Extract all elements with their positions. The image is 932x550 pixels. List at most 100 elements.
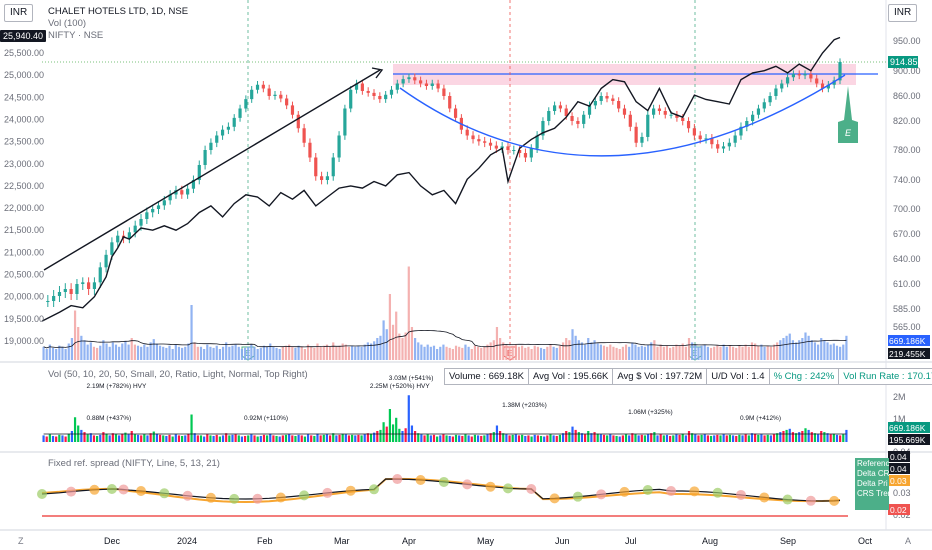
vol-tag-2: 219.455K (889, 349, 926, 359)
volume-bar (687, 338, 691, 360)
volume-bar (584, 344, 587, 360)
volume-bar (448, 347, 451, 360)
ratio-bar (206, 434, 209, 442)
spread-dot (549, 493, 560, 504)
volume-bar (209, 346, 212, 360)
volume-bar (344, 344, 347, 360)
ratio-bar (527, 435, 530, 442)
spread-dot (89, 484, 100, 495)
ratio-bar (250, 434, 253, 442)
candle-body (518, 150, 522, 153)
vol-annotation: 0.88M (+437%) (87, 415, 132, 422)
volume-bar (476, 346, 480, 360)
ref-line-2: Delta CR (857, 469, 889, 478)
volume-bar (763, 346, 766, 360)
ratio-bar (363, 434, 366, 442)
x-tick-label: Jun (555, 536, 570, 546)
spread-dot (596, 489, 607, 500)
left-price-tag: 25,940.40 (0, 30, 47, 42)
volume-bar (618, 349, 621, 360)
volume-bar (517, 346, 521, 360)
ratio-bar (67, 433, 70, 442)
spread-dot (118, 484, 129, 495)
volume-bar (203, 349, 206, 360)
candle-body (768, 96, 772, 103)
ratio-bar (640, 434, 643, 442)
timezone-icon[interactable]: Z (18, 536, 24, 546)
candle-body (116, 235, 120, 243)
volume-bar (281, 346, 284, 360)
volume-bar (127, 344, 130, 360)
ratio-bar (609, 434, 612, 442)
ratio-bar (804, 428, 807, 442)
ratio-bar (517, 435, 521, 442)
volume-bar (316, 343, 319, 360)
ratio-bar (306, 434, 310, 442)
ratio-bar (722, 434, 725, 442)
volume-bar (521, 345, 524, 360)
price-tick-label: 610.00 (893, 279, 921, 289)
price-tick-label: 640.00 (893, 254, 921, 264)
spread-dot (735, 489, 746, 500)
ratio-bar (728, 434, 732, 442)
spread-dot (666, 486, 677, 497)
spread-dot (642, 484, 653, 495)
ratio-bar (291, 435, 294, 442)
ratio-bar (42, 435, 45, 442)
candle-body (809, 74, 813, 79)
currency-left[interactable]: INR (4, 4, 34, 22)
ratio-bar (590, 433, 593, 442)
stat-pct-chg: % Chg : 242% (770, 369, 840, 384)
candle-body (191, 180, 196, 189)
ratio-bar (829, 434, 832, 442)
candle-body (255, 84, 260, 90)
candle-body (756, 108, 761, 115)
volume-bar (637, 346, 640, 360)
ratio-bar (89, 433, 92, 442)
volume-bar (165, 347, 168, 360)
volume-bar (703, 344, 706, 360)
volume-bar (599, 344, 602, 360)
ratio-bar (782, 431, 785, 442)
candle-body (430, 83, 434, 86)
ratio-tag-bg-1 (888, 422, 930, 433)
vol-annotation: 0.9M (+412%) (740, 415, 781, 422)
price-tick-label: 860.00 (893, 91, 921, 101)
ratio-bar (502, 433, 505, 442)
volume-bar (505, 344, 508, 360)
ratio-bar (835, 434, 839, 442)
volume-bar (590, 342, 593, 360)
volume-bar (111, 342, 114, 360)
volume-bar (511, 345, 514, 360)
ratio-bar (240, 436, 244, 442)
vol-axis-tick: 2M (893, 392, 906, 402)
volume-bar (262, 345, 266, 360)
ratio-bar (794, 433, 798, 442)
volume-bar (99, 345, 102, 360)
currency-right[interactable]: INR (888, 4, 918, 22)
auto-scale-icon[interactable]: A (905, 536, 912, 546)
candle-body (384, 94, 388, 100)
ratio-bar (489, 433, 492, 442)
volume-bar (250, 344, 253, 360)
index-tick-label: 22,500.00 (4, 181, 44, 191)
ratio-bar (467, 435, 470, 442)
volume-bar (722, 344, 725, 360)
volume-bar (738, 345, 741, 360)
ref-line-1: Reference (857, 459, 889, 468)
volume-bar (565, 338, 568, 360)
ref-line-3: Delta Pri (857, 479, 888, 488)
volume-bar (92, 346, 96, 360)
volume-bar (291, 346, 294, 360)
volume-bar (451, 349, 454, 360)
ratio-bar (549, 434, 552, 442)
ratio-bar (221, 435, 225, 442)
ratio-bar (672, 435, 675, 442)
x-tick-label: Jul (625, 536, 637, 546)
stat-avg-vol: Avg Vol : 195.66K (529, 369, 614, 384)
ratio-bar (45, 436, 48, 442)
volume-bar (140, 346, 143, 360)
candle-body (244, 99, 248, 109)
ratio-bar (577, 432, 580, 442)
